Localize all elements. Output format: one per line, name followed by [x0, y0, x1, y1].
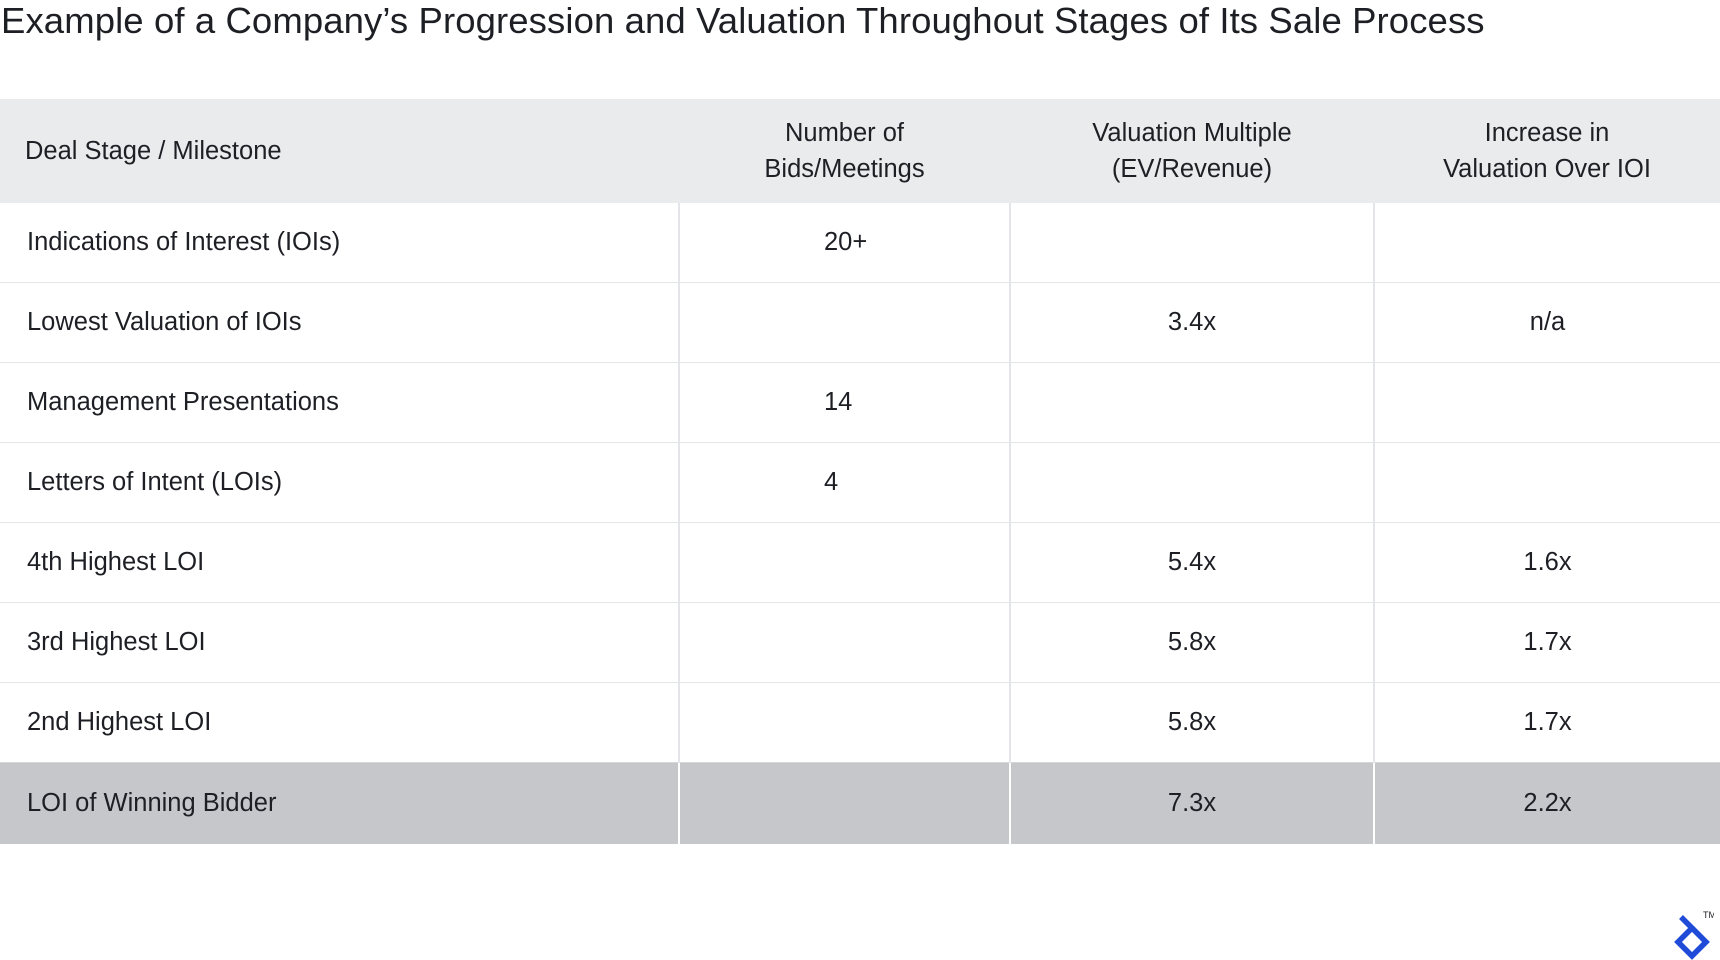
trademark-symbol: TM — [1703, 910, 1714, 920]
valuation-multiple-cell — [1009, 203, 1374, 283]
table-row: Indications of Interest (IOIs) 20+ — [0, 203, 1720, 283]
table-row: Management Presentations 14 — [0, 362, 1720, 443]
column-header-label: Valuation Over IOI — [1443, 155, 1651, 183]
deal-stage-cell: Indications of Interest (IOIs) — [27, 228, 341, 256]
valuation-multiple-cell: 7.3x — [1009, 762, 1374, 844]
column-header-label: Deal Stage / Milestone — [25, 137, 282, 165]
deal-stage-cell: Management Presentations — [0, 362, 679, 443]
valuation-multiple-cell: 3.4x — [1009, 282, 1374, 363]
bids-cell: 20+ — [678, 203, 1010, 283]
table-row-highlighted: LOI of Winning Bidder 7.3x 2.2x — [0, 762, 1720, 844]
toptal-logo-graphic: TM — [1674, 910, 1714, 960]
column-header-label: Number of — [784, 119, 905, 147]
valuation-increase-cell: n/a — [1373, 282, 1720, 363]
table-header-row: Deal Stage / Milestone Number of Bids/Me… — [0, 99, 1720, 203]
valuation-increase-cell — [1373, 362, 1720, 443]
deal-stage-cell: Letters of Intent (LOIs) — [0, 442, 679, 523]
bids-cell — [678, 682, 1010, 763]
valuation-multiple-cell: 5.8x — [1009, 682, 1374, 763]
valuation-increase-cell: 1.6x — [1373, 522, 1720, 603]
table-row: Lowest Valuation of IOIs 3.4x n/a — [0, 282, 1720, 363]
deal-stage-cell: Lowest Valuation of IOIs — [0, 282, 679, 363]
column-header-label: Increase in — [1484, 119, 1610, 147]
deal-stage-cell: 2nd Highest LOI — [0, 682, 679, 763]
column-header-bids: Number of Bids/Meetings — [679, 99, 1010, 203]
bids-cell: 4 — [678, 442, 1010, 523]
page-title: Example of a Company’s Progression and V… — [1, 0, 1485, 41]
bids-cell — [678, 282, 1010, 363]
bids-cell — [678, 602, 1010, 683]
column-header-label: Valuation Multiple — [1092, 119, 1292, 147]
table-row: 2nd Highest LOI 5.8x 1.7x — [0, 682, 1720, 763]
valuation-increase-cell — [1373, 203, 1720, 283]
bids-cell — [678, 762, 1010, 844]
column-header-valuation-increase: Increase in Valuation Over IOI — [1374, 99, 1720, 203]
valuation-table: Deal Stage / Milestone Number of Bids/Me… — [0, 99, 1720, 844]
deal-stage-cell: LOI of Winning Bidder — [0, 762, 679, 844]
table-row: 4th Highest LOI 5.4x 1.6x — [0, 522, 1720, 603]
table-row: 3rd Highest LOI 5.8x 1.7x — [0, 602, 1720, 683]
table-row: Letters of Intent (LOIs) 4 — [0, 442, 1720, 523]
deal-stage-cell: 3rd Highest LOI — [0, 602, 679, 683]
toptal-logo-icon: TM — [1672, 910, 1714, 960]
column-header-label: (EV/Revenue) — [1111, 155, 1273, 183]
valuation-increase-cell: 2.2x — [1373, 762, 1720, 844]
bids-cell — [678, 522, 1010, 603]
column-header-valuation-multiple: Valuation Multiple (EV/Revenue) — [1010, 99, 1374, 203]
valuation-multiple-cell: 5.4x — [1009, 522, 1374, 603]
table-body: Indications of Interest (IOIs) 20+ Lowes… — [0, 203, 1720, 844]
column-header-deal-stage: Deal Stage / Milestone — [0, 99, 679, 203]
valuation-multiple-cell — [1009, 362, 1374, 443]
bids-cell: 14 — [678, 362, 1010, 443]
valuation-increase-cell: 1.7x — [1373, 602, 1720, 683]
table-header: Deal Stage / Milestone Number of Bids/Me… — [0, 99, 1720, 203]
valuation-increase-cell — [1373, 442, 1720, 523]
valuation-multiple-cell: 5.8x — [1009, 602, 1374, 683]
valuation-multiple-cell — [1009, 442, 1374, 523]
column-header-label: Bids/Meetings — [764, 155, 925, 183]
valuation-increase-cell: 1.7x — [1373, 682, 1720, 763]
deal-stage-cell: 4th Highest LOI — [0, 522, 679, 603]
